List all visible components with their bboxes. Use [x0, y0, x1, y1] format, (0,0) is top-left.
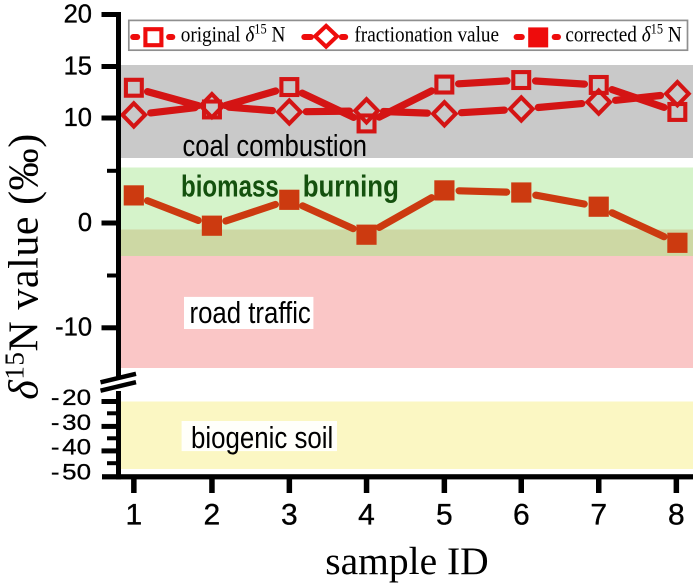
- svg-text:1: 1: [125, 499, 142, 532]
- svg-text:δ15N value (‰): δ15N value (‰): [0, 133, 48, 400]
- svg-text:sample ID: sample ID: [325, 539, 488, 583]
- svg-text:-50: -50: [51, 460, 91, 485]
- svg-text:-40: -40: [51, 435, 91, 460]
- svg-text:7: 7: [590, 499, 607, 532]
- svg-text:6: 6: [513, 499, 530, 532]
- svg-text:15: 15: [64, 52, 92, 80]
- svg-text:coal combustion: coal combustion: [183, 129, 368, 164]
- svg-text:8: 8: [668, 499, 685, 532]
- svg-text:-30: -30: [51, 411, 91, 436]
- svg-text:3: 3: [281, 499, 298, 532]
- svg-text:biogenic soil: biogenic soil: [191, 421, 333, 456]
- svg-text:burning: burning: [303, 169, 399, 204]
- svg-text:road traffic: road traffic: [190, 296, 311, 331]
- svg-text:-10: -10: [55, 314, 92, 342]
- svg-text:10: 10: [64, 104, 92, 132]
- svg-text:4: 4: [358, 499, 375, 532]
- svg-text:original δ15 N: original δ15 N: [181, 21, 286, 47]
- svg-text:0: 0: [78, 209, 92, 237]
- svg-text:corrected δ15 N: corrected δ15 N: [565, 21, 681, 47]
- svg-text:fractionation value: fractionation value: [354, 21, 499, 47]
- svg-text:20: 20: [64, 0, 92, 28]
- svg-text:5: 5: [436, 499, 453, 532]
- svg-text:2: 2: [204, 499, 221, 532]
- svg-text:biomass: biomass: [181, 169, 279, 204]
- svg-text:-20: -20: [51, 386, 91, 411]
